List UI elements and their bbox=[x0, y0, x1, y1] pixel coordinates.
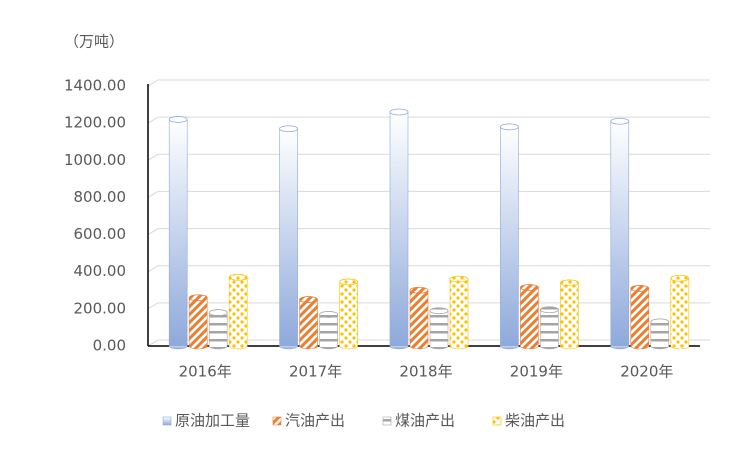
bar bbox=[168, 116, 188, 350]
legend-swatch bbox=[162, 416, 172, 426]
bar bbox=[208, 309, 228, 350]
bar bbox=[299, 296, 319, 350]
grid-line bbox=[147, 190, 710, 198]
y-tick-label: 200.00 bbox=[74, 299, 127, 317]
bar bbox=[540, 306, 559, 350]
bar bbox=[520, 284, 539, 350]
bar bbox=[449, 275, 469, 350]
y-tick-label: 1400.00 bbox=[64, 77, 126, 95]
legend-swatch bbox=[272, 416, 282, 426]
y-axis-label: （万吨） bbox=[64, 33, 124, 51]
grid-line bbox=[147, 265, 710, 273]
x-tick-label: 2018年 bbox=[399, 363, 452, 381]
bar bbox=[560, 279, 579, 350]
bar bbox=[389, 108, 409, 350]
y-tick-label: 1000.00 bbox=[64, 151, 126, 169]
bar bbox=[650, 318, 670, 350]
y-tick-label: 800.00 bbox=[74, 188, 127, 206]
x-tick-label: 2016年 bbox=[179, 363, 232, 381]
bar bbox=[610, 117, 630, 350]
grid-line bbox=[147, 153, 710, 161]
bar bbox=[339, 278, 359, 350]
legend-label: 汽油产出 bbox=[285, 412, 345, 430]
bar bbox=[630, 285, 650, 350]
bar bbox=[499, 123, 519, 350]
grid-line bbox=[147, 228, 710, 235]
bar bbox=[228, 273, 248, 350]
bar bbox=[409, 286, 429, 350]
y-tick-label: 1200.00 bbox=[64, 114, 126, 132]
y-tick-label: 400.00 bbox=[74, 262, 127, 280]
legend-label: 柴油产出 bbox=[505, 412, 565, 430]
bar bbox=[188, 294, 208, 350]
y-tick-label: 0.00 bbox=[93, 337, 126, 355]
bar bbox=[670, 274, 690, 350]
x-tick-label: 2017年 bbox=[289, 363, 342, 381]
bar bbox=[319, 311, 339, 350]
legend-swatch bbox=[492, 416, 502, 426]
legend-label: 原油加工量 bbox=[175, 412, 250, 430]
x-tick-label: 2020年 bbox=[620, 363, 673, 381]
grid-line bbox=[147, 116, 710, 124]
legend-label: 煤油产出 bbox=[395, 412, 455, 430]
legend-swatch bbox=[382, 416, 392, 426]
grid-line bbox=[147, 79, 710, 87]
bar bbox=[279, 125, 299, 350]
x-tick-label: 2019年 bbox=[510, 363, 563, 381]
y-tick-label: 600.00 bbox=[74, 225, 127, 243]
bar bbox=[429, 307, 449, 350]
